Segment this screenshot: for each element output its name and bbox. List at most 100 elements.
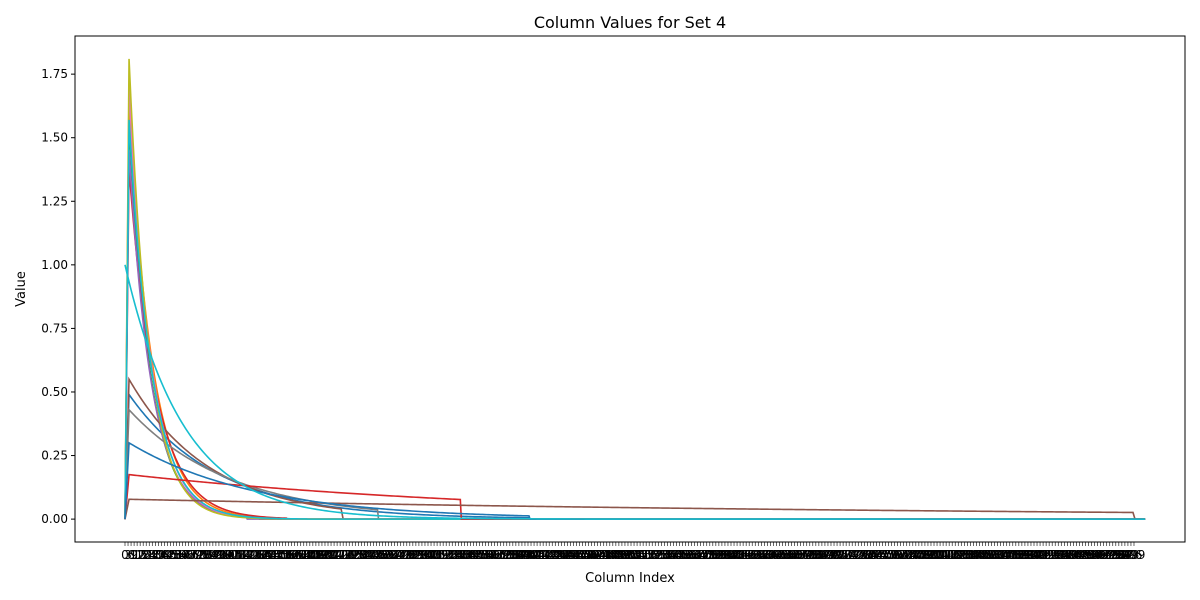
x-tick-label: 951	[1074, 548, 1097, 562]
x-tick-label: 696	[817, 548, 840, 562]
y-tick-label: 0.75	[41, 321, 68, 335]
x-tick-label: 789	[910, 548, 933, 562]
x-tick-label: 105	[220, 548, 243, 562]
x-tick-label: 354	[471, 548, 494, 562]
x-tick-label: 6	[127, 548, 135, 562]
x-tick-label: 588	[707, 548, 730, 562]
series-line	[124, 107, 1146, 520]
x-tick-label: 720	[841, 548, 864, 562]
x-tick-label: 897	[1020, 548, 1043, 562]
x-tick-label: 0	[121, 548, 129, 562]
x-tick-label: 597	[717, 548, 740, 562]
y-tick-label: 0.00	[41, 512, 68, 526]
x-tick-label: 225	[341, 548, 364, 562]
x-tick-label: 396	[514, 548, 537, 562]
x-tick-label: 324	[441, 548, 464, 562]
x-tick-label: 432	[550, 548, 573, 562]
x-tick-label: 198	[314, 548, 337, 562]
x-tick-label: 270	[386, 548, 409, 562]
x-tick-label: 114	[229, 548, 252, 562]
x-tick-label: 729	[850, 548, 873, 562]
x-tick-label: 300	[417, 548, 440, 562]
x-tick-label: 201	[317, 548, 340, 562]
x-tick-label: 447	[565, 548, 588, 562]
x-tick-label: 543	[662, 548, 685, 562]
x-tick-label: 990	[1113, 548, 1136, 562]
x-tick-label: 60	[178, 548, 193, 562]
x-tick-label: 228	[344, 548, 367, 562]
x-tick-label: 234	[350, 548, 373, 562]
x-tick-label: 366	[483, 548, 506, 562]
x-tick-label: 699	[820, 548, 843, 562]
x-tick-label: 108	[223, 548, 246, 562]
x-tick-label: 963	[1086, 548, 1109, 562]
x-tick-label: 252	[368, 548, 391, 562]
x-tick-label: 828	[950, 548, 973, 562]
x-tick-label: 744	[865, 548, 888, 562]
x-tick-label: 222	[338, 548, 361, 562]
plot-series	[124, 58, 1146, 520]
x-tick-label: 780	[901, 548, 924, 562]
x-tick-label: 735	[856, 548, 879, 562]
x-tick-label: 144	[259, 548, 282, 562]
x-tick-label: 453	[571, 548, 594, 562]
x-tick-label: 420	[538, 548, 561, 562]
x-tick-label: 216	[332, 548, 355, 562]
x-tick-label: 285	[401, 548, 424, 562]
series-line	[124, 392, 1146, 520]
x-tick-label: 360	[477, 548, 500, 562]
x-tick-label: 747	[868, 548, 891, 562]
x-tick-label: 315	[432, 548, 455, 562]
x-tick-label: 456	[574, 548, 597, 562]
x-tick-label: 261	[377, 548, 400, 562]
x-tick-label: 327	[444, 548, 467, 562]
x-tick-label: 672	[792, 548, 815, 562]
x-tick-label: 33	[151, 548, 166, 562]
x-tick-label: 87	[205, 548, 220, 562]
x-tick-label: 804	[926, 548, 949, 562]
x-tick-label: 57	[175, 548, 190, 562]
x-tick-label: 429	[547, 548, 570, 562]
x-tick-label: 906	[1029, 548, 1052, 562]
x-tick-label: 759	[880, 548, 903, 562]
x-tick-label: 303	[420, 548, 443, 562]
x-tick-label: 21	[139, 548, 154, 562]
x-tick-label: 168	[283, 548, 306, 562]
x-tick-label: 399	[517, 548, 540, 562]
x-tick-label: 312	[429, 548, 452, 562]
chart-title: Column Values for Set 4	[534, 13, 726, 32]
x-tick-label: 591	[710, 548, 733, 562]
x-tick-label: 459	[577, 548, 600, 562]
x-tick-label: 387	[504, 548, 527, 562]
x-tick-label: 96	[214, 548, 229, 562]
x-tick-label: 666	[786, 548, 809, 562]
x-tick-label: 642	[762, 548, 785, 562]
x-tick-label: 45	[163, 548, 178, 562]
x-tick-label: 810	[932, 548, 955, 562]
x-tick-label: 294	[410, 548, 433, 562]
x-tick-label: 249	[365, 548, 388, 562]
x-tick-label: 369	[486, 548, 509, 562]
x-tick-label: 978	[1101, 548, 1124, 562]
x-tick-label: 843	[965, 548, 988, 562]
x-tick-label: 54	[172, 548, 187, 562]
x-tick-label: 876	[998, 548, 1021, 562]
x-tick-label: 819	[941, 548, 964, 562]
x-tick-label: 771	[892, 548, 915, 562]
series-line	[124, 86, 1146, 520]
x-tick-label: 192	[307, 548, 330, 562]
x-tick-label: 342	[459, 548, 482, 562]
x-tick-label: 996	[1120, 548, 1143, 562]
x-tick-label: 921	[1044, 548, 1067, 562]
x-tick-label: 42	[160, 548, 175, 562]
x-tick-label: 894	[1016, 548, 1039, 562]
x-tick-label: 762	[883, 548, 906, 562]
y-tick-label: 1.00	[41, 258, 68, 272]
series-line	[124, 150, 1146, 520]
x-tick-label: 939	[1062, 548, 1085, 562]
x-tick-label: 150	[265, 548, 288, 562]
x-tick-label: 375	[492, 548, 515, 562]
x-tick-label: 162	[277, 548, 300, 562]
x-tick-label: 801	[923, 548, 946, 562]
